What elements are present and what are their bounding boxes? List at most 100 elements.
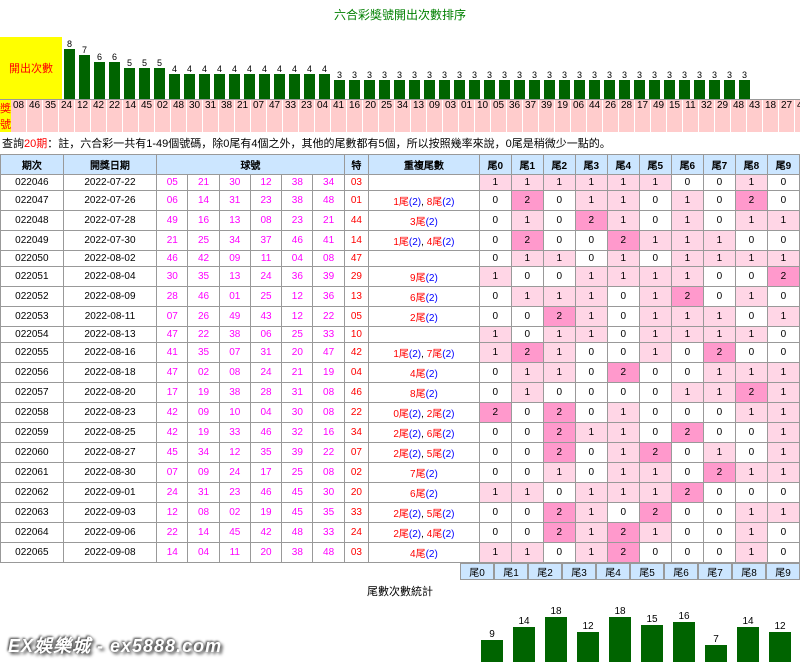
number-cell: 11 [683,100,699,132]
number-cell: 31 [203,100,219,132]
number-cell: 09 [427,100,443,132]
stat-title: 尾數次數統計 [0,580,800,602]
number-cell: 18 [763,100,779,132]
stat-header: 尾0 [460,563,494,580]
stat-header: 尾5 [630,563,664,580]
freq-bar: 3 [632,70,647,99]
freq-bar: 3 [392,70,407,99]
number-cell: 30 [187,100,203,132]
table-header: 尾0 [479,155,511,175]
number-cell: 05 [491,100,507,132]
stat-bar: 12 [572,621,604,662]
freq-bar: 3 [617,70,632,99]
stat-bar: 9 [476,629,508,662]
results-table: 期次開獎日期球號特重複尾數尾0尾1尾2尾3尾4尾5尾6尾7尾8尾9 022046… [0,154,800,563]
stat-header: 尾3 [562,563,596,580]
freq-bar: 3 [707,70,722,99]
freq-bar: 3 [512,70,527,99]
freq-bar: 3 [587,70,602,99]
table-header: 球號 [157,155,345,175]
table-row: 0220582022-08-23420910043008220尾(2), 2尾(… [1,403,800,423]
table-row: 0220492022-07-30212534374641141尾(2), 4尾(… [1,231,800,251]
number-cell: 37 [523,100,539,132]
stat-header: 尾4 [596,563,630,580]
stat-bar: 15 [636,614,668,662]
stat-header: 尾9 [766,563,800,580]
freq-bar: 8 [62,39,77,99]
stat-header: 尾1 [494,563,528,580]
freq-bar: 4 [212,64,227,99]
number-cell: 12 [75,100,91,132]
freq-bar: 5 [137,58,152,99]
table-header: 尾6 [671,155,703,175]
table-header: 期次 [1,155,64,175]
table-header: 重複尾數 [369,155,480,175]
table-header: 特 [344,155,368,175]
table-row: 0220482022-07-28491613082321443尾(2)01021… [1,211,800,231]
freq-bar: 3 [647,70,662,99]
freq-bar: 3 [467,70,482,99]
table-row: 0220542022-08-13472238062533101011011110 [1,327,800,343]
number-cell: 46 [27,100,43,132]
page-title: 六合彩獎號開出次數排序 [0,0,800,29]
table-row: 0220462022-07-22052130123834031111110010 [1,175,800,191]
number-cell: 26 [603,100,619,132]
number-cell: 06 [571,100,587,132]
stat-bar: 16 [668,611,700,662]
freq-bar: 3 [422,70,437,99]
number-cell: 48 [731,100,747,132]
number-cell: 28 [619,100,635,132]
table-header: 尾2 [543,155,575,175]
freq-bar: 6 [92,52,107,100]
table-header: 尾9 [767,155,799,175]
number-cell: 24 [59,100,75,132]
table-row: 0220572022-08-20171938283108468尾(2)01000… [1,383,800,403]
number-cell: 25 [379,100,395,132]
table-row: 0220502022-08-02464209110408470110101111 [1,251,800,267]
number-cell: 15 [667,100,683,132]
freq-bar: 3 [332,70,347,99]
number-cell: 16 [347,100,363,132]
freq-bar: 3 [722,70,737,99]
freq-bar: 3 [572,70,587,99]
table-header: 尾4 [607,155,639,175]
freq-bar: 3 [602,70,617,99]
table-header: 尾3 [575,155,607,175]
number-cell: 36 [507,100,523,132]
number-cell: 27 [779,100,795,132]
number-cell: 07 [251,100,267,132]
table-row: 0220552022-08-16413507312047421尾(2), 7尾(… [1,343,800,363]
freq-bar: 3 [437,70,452,99]
number-cell: 19 [555,100,571,132]
number-cell: 49 [651,100,667,132]
stat-header: 尾7 [698,563,732,580]
freq-bar: 3 [377,70,392,99]
table-header: 尾5 [639,155,671,175]
freq-bar: 3 [407,70,422,99]
number-cell: 47 [267,100,283,132]
number-cell: 32 [699,100,715,132]
number-row: 獎號 0846352412422214450248303138210747332… [0,100,800,132]
number-cell: 35 [43,100,59,132]
stat-bar: 12 [764,621,796,662]
freq-bar: 3 [527,70,542,99]
freq-bar: 4 [272,64,287,99]
freq-bar: 4 [257,64,272,99]
freq-bar: 3 [662,70,677,99]
number-cell: 33 [283,100,299,132]
freq-bar: 4 [242,64,257,99]
number-cell: 14 [123,100,139,132]
number-cell: 38 [219,100,235,132]
stat-bar: 7 [700,634,732,662]
number-cell: 34 [395,100,411,132]
freq-bar: 7 [77,45,92,99]
freq-bar: 4 [197,64,212,99]
freq-bar: 3 [677,70,692,99]
table-row: 0220622022-09-01243123464530206尾(2)11011… [1,483,800,503]
table-row: 0220562022-08-18470208242119044尾(2)01102… [1,363,800,383]
freq-bar: 3 [497,70,512,99]
stat-header: 尾8 [732,563,766,580]
number-cell: 21 [235,100,251,132]
number-cell: 17 [635,100,651,132]
stat-bar: 14 [732,616,764,662]
